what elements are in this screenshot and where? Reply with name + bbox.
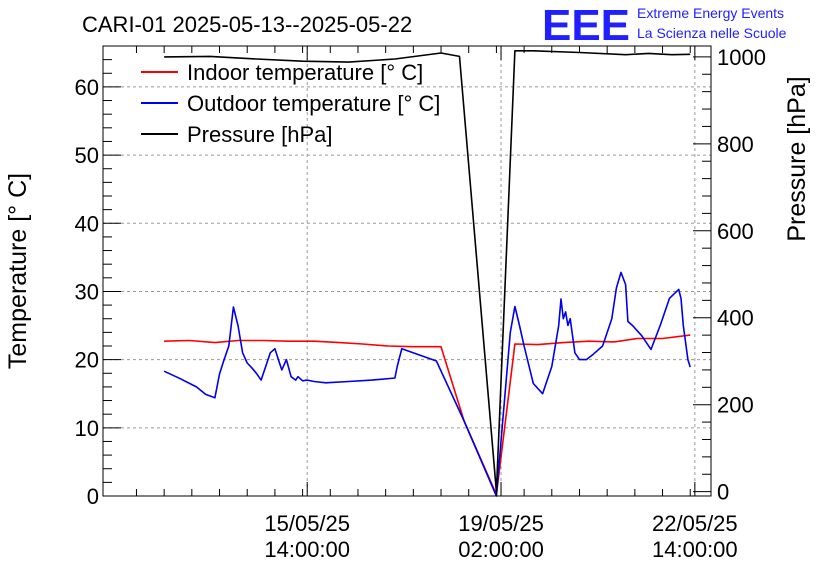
labels-layer: 15/05/2514:00:0019/05/2502:00:0022/05/25… xyxy=(75,45,766,562)
series-outdoor-temperature xyxy=(163,271,691,497)
y-axis-right-title: Pressure [hPa] xyxy=(783,76,811,241)
plot-frame xyxy=(102,45,712,497)
legend-entry-pressure: Pressure [hPa] xyxy=(141,122,333,147)
y-right-tick-label: 400 xyxy=(717,306,754,331)
y-axis-left-title: Temperature [° C] xyxy=(4,173,32,369)
series-indoor-temperature xyxy=(164,334,691,496)
series-pressure xyxy=(164,49,691,493)
legend-entry-outdoor: Outdoor temperature [° C] xyxy=(141,91,440,116)
x-tick-label-date: 22/05/25 xyxy=(652,511,738,536)
x-tick-label-time: 14:00:00 xyxy=(264,537,350,562)
x-tick-label-date: 15/05/25 xyxy=(264,511,350,536)
y-right-tick-label: 600 xyxy=(717,219,754,244)
eee-logo: EEE Extreme Energy Events La Scienza nel… xyxy=(542,1,787,50)
ticks-layer xyxy=(103,45,711,497)
y-left-tick-label: 30 xyxy=(75,279,99,304)
grid-layer xyxy=(103,46,711,496)
x-tick-label-date: 19/05/25 xyxy=(458,511,544,536)
legend-label: Outdoor temperature [° C] xyxy=(187,91,440,116)
legend-label: Pressure [hPa] xyxy=(187,122,333,147)
y-left-tick-label: 20 xyxy=(75,348,99,373)
eee-logo-line2: La Scienza nelle Scuole xyxy=(637,25,787,41)
x-tick-label-time: 14:00:00 xyxy=(652,537,738,562)
y-left-tick-label: 0 xyxy=(87,484,99,509)
y-left-tick-label: 10 xyxy=(75,416,99,441)
eee-logo-line1: Extreme Energy Events xyxy=(637,5,784,21)
legend-label: Indoor temperature [° C] xyxy=(187,60,423,85)
x-tick-label-time: 02:00:00 xyxy=(458,537,544,562)
series-layer xyxy=(163,49,691,497)
y-right-tick-label: 200 xyxy=(717,393,754,418)
y-right-tick-label: 1000 xyxy=(717,45,766,70)
y-right-tick-label: 0 xyxy=(717,480,729,505)
legend: Indoor temperature [° C] Outdoor temperat… xyxy=(141,60,440,147)
chart-title: CARI-01 2025-05-13--2025-05-22 xyxy=(82,12,412,37)
y-right-tick-label: 800 xyxy=(717,132,754,157)
y-left-tick-label: 40 xyxy=(75,211,99,236)
y-left-tick-label: 50 xyxy=(75,143,99,168)
eee-logo-mark: EEE xyxy=(542,1,630,50)
y-left-tick-label: 60 xyxy=(75,75,99,100)
legend-entry-indoor: Indoor temperature [° C] xyxy=(141,60,423,85)
